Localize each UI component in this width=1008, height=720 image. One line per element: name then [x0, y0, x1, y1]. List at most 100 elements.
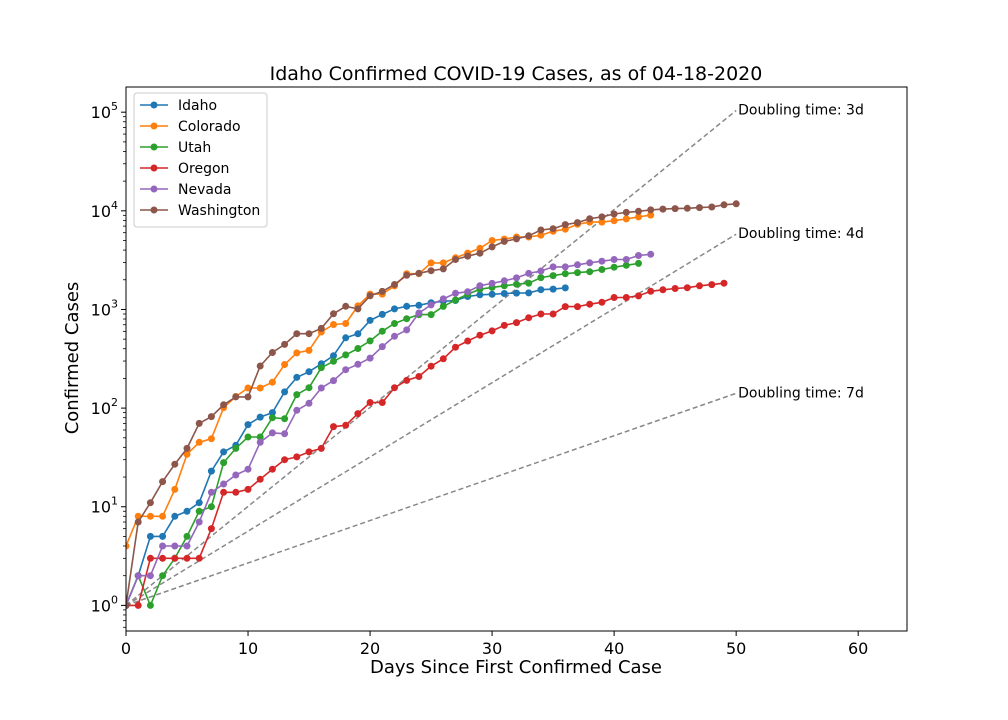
data-point-nevada-27 — [452, 289, 459, 297]
data-point-colorado-3 — [159, 512, 167, 520]
data-point-oregon-14 — [293, 453, 301, 461]
chart-title: Idaho Confirmed COVID-19 Cases, as of 04… — [270, 63, 763, 85]
data-point-oregon-45 — [671, 285, 679, 292]
data-point-utah-7 — [207, 503, 215, 511]
data-point-idaho-24 — [415, 301, 423, 309]
data-point-washington-1 — [134, 518, 142, 526]
data-point-oregon-26 — [439, 355, 447, 363]
data-point-colorado-25 — [427, 259, 435, 267]
data-point-utah-26 — [439, 302, 447, 310]
data-point-nevada-43 — [647, 250, 655, 258]
data-point-washington-45 — [671, 205, 679, 213]
data-point-nevada-2 — [146, 572, 154, 580]
data-point-washington-16 — [317, 324, 325, 332]
x-tick-label-10: 10 — [238, 639, 258, 658]
data-point-washington-13 — [281, 340, 289, 348]
x-tick-label-60: 60 — [848, 639, 868, 658]
data-point-utah-34 — [537, 274, 545, 282]
doubling-label-4d: Doubling time: 4d — [738, 226, 864, 242]
y-tick-exponent: 5 — [111, 100, 118, 113]
data-point-idaho-18 — [342, 334, 350, 342]
doubling-line-7d — [126, 392, 737, 607]
data-point-washington-0 — [126, 601, 130, 609]
x-tick-label-30: 30 — [482, 639, 502, 658]
y-tick-exponent: 4 — [111, 199, 118, 212]
y-tick-base: 10 — [91, 103, 111, 122]
data-point-nevada-22 — [391, 332, 398, 340]
y-tick-label-0: 100 — [91, 593, 118, 615]
legend-label-colorado: Colorado — [178, 119, 241, 135]
data-point-washington-9 — [232, 393, 240, 401]
data-point-utah-2 — [146, 601, 154, 609]
data-point-oregon-10 — [244, 485, 252, 493]
data-point-colorado-17 — [330, 321, 337, 328]
data-point-colorado-18 — [342, 320, 350, 327]
data-point-utah-37 — [574, 269, 581, 277]
data-point-nevada-26 — [439, 295, 447, 303]
data-point-washington-8 — [220, 401, 228, 409]
data-point-oregon-46 — [683, 284, 691, 292]
data-point-washington-10 — [244, 393, 252, 401]
legend-label-washington: Washington — [178, 203, 260, 219]
data-point-utah-5 — [183, 532, 191, 540]
legend-marker-idaho — [150, 101, 158, 109]
data-point-oregon-19 — [354, 410, 362, 418]
data-point-washington-5 — [183, 444, 191, 452]
data-point-idaho-35 — [549, 285, 557, 293]
data-point-oregon-11 — [256, 475, 264, 483]
data-point-colorado-40 — [610, 217, 618, 225]
data-point-oregon-18 — [342, 421, 350, 429]
x-tick-label-0: 0 — [121, 639, 131, 658]
data-point-oregon-31 — [500, 321, 508, 329]
data-point-nevada-23 — [403, 326, 411, 334]
data-point-utah-41 — [622, 261, 630, 269]
data-point-idaho-7 — [207, 467, 215, 475]
plot-inner — [126, 109, 740, 609]
y-axis-label: Confirmed Cases — [62, 282, 83, 435]
data-point-oregon-4 — [171, 554, 179, 562]
y-tick-label-4: 104 — [91, 199, 118, 221]
data-point-washington-3 — [159, 478, 167, 486]
data-point-colorado-43 — [647, 211, 655, 219]
data-point-colorado-42 — [635, 213, 642, 221]
data-point-washington-33 — [525, 232, 533, 240]
data-point-nevada-41 — [622, 256, 630, 263]
data-point-utah-16 — [317, 364, 325, 372]
data-point-washington-19 — [354, 305, 362, 313]
data-point-washington-26 — [439, 265, 447, 273]
data-point-utah-31 — [500, 282, 508, 290]
data-point-oregon-2 — [146, 554, 154, 562]
data-point-washington-27 — [452, 256, 459, 263]
legend-marker-colorado — [150, 122, 158, 130]
y-tick-label-5: 105 — [91, 100, 118, 122]
data-point-idaho-12 — [268, 409, 276, 417]
data-point-washington-35 — [549, 225, 557, 233]
data-point-nevada-8 — [220, 480, 228, 488]
data-point-idaho-21 — [378, 310, 386, 318]
data-point-nevada-40 — [610, 256, 618, 263]
data-point-oregon-36 — [561, 303, 569, 311]
data-point-colorado-29 — [476, 244, 484, 252]
data-point-nevada-1 — [134, 572, 142, 580]
data-point-colorado-2 — [146, 512, 154, 520]
y-tick-label-1: 101 — [91, 495, 118, 517]
data-point-utah-8 — [220, 459, 228, 467]
data-point-colorado-7 — [207, 435, 215, 443]
data-point-nevada-25 — [427, 301, 435, 309]
data-point-washington-38 — [586, 215, 594, 223]
data-point-washington-39 — [598, 213, 606, 221]
legend: Idaho Colorado Utah Oregon Nevada Washington — [133, 92, 268, 228]
data-point-idaho-32 — [513, 289, 520, 297]
data-point-washington-36 — [561, 221, 569, 229]
data-point-oregon-42 — [635, 292, 642, 300]
data-point-washington-31 — [500, 237, 508, 245]
y-tick-base: 10 — [91, 399, 111, 418]
data-point-oregon-34 — [537, 310, 545, 318]
data-point-idaho-19 — [354, 330, 362, 338]
data-point-washington-32 — [513, 235, 520, 243]
data-point-oregon-9 — [232, 488, 240, 496]
data-point-idaho-10 — [244, 421, 252, 429]
x-tick-label-40: 40 — [604, 639, 624, 658]
